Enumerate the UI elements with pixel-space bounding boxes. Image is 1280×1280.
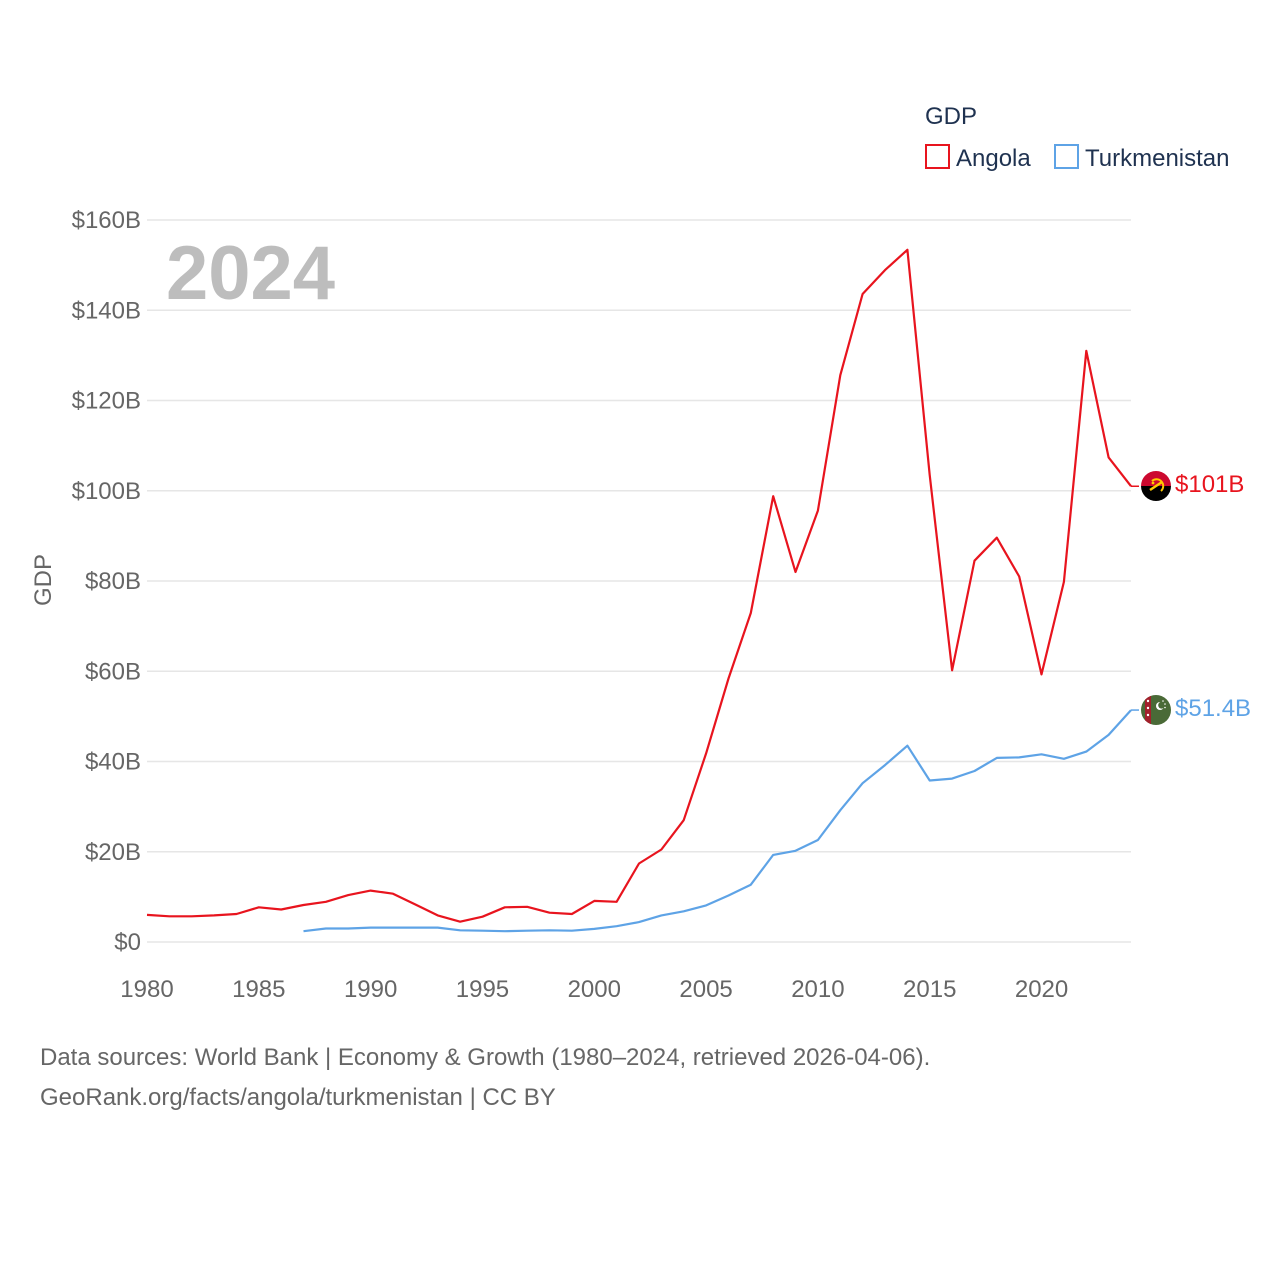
x-tick-label: 2015 — [903, 976, 956, 1003]
x-tick-label: 2020 — [1015, 976, 1068, 1003]
x-tick-label: 1995 — [456, 976, 509, 1003]
series-line-angola — [146, 248, 1132, 923]
y-tick-label: $140B — [72, 297, 141, 324]
legend: GDP Angola Turkmenistan — [925, 103, 1230, 172]
angola-flag-icon — [1141, 471, 1171, 501]
y-axis-label: GDP — [30, 554, 57, 606]
x-tick-label: 2010 — [791, 976, 844, 1003]
angola-end-value-label: $101B — [1175, 471, 1244, 498]
year-watermark: 2024 — [166, 231, 335, 316]
legend-title: GDP — [925, 103, 977, 130]
y-tick-label: $20B — [85, 839, 141, 866]
grid-lines — [147, 219, 1131, 943]
y-tick-label: $100B — [72, 478, 141, 505]
turkmenistan-end-value-label: $51.4B — [1175, 695, 1251, 722]
legend-label-turkmenistan: Turkmenistan — [1085, 145, 1230, 172]
footer-license: GeoRank.org/facts/angola/turkmenistan | … — [40, 1084, 556, 1111]
series-line-turkmenistan — [303, 709, 1132, 933]
y-tick-label: $40B — [85, 749, 141, 776]
y-axis-ticks: $0 $20B $40B $60B $80B $100B $120B $140B $160B — [72, 207, 141, 956]
y-tick-label: $0 — [114, 929, 141, 956]
footer-sources: Data sources: World Bank | Economy & Gro… — [40, 1044, 931, 1071]
y-tick-label: $60B — [85, 658, 141, 685]
x-axis-ticks: 1980 1985 1990 1995 2000 2005 2010 2015 2020 — [120, 976, 1068, 1003]
y-tick-label: $80B — [85, 568, 141, 595]
x-tick-label: 1985 — [232, 976, 285, 1003]
x-tick-label: 2000 — [568, 976, 621, 1003]
series-lines — [146, 248, 1139, 933]
turkmenistan-flag-icon — [1141, 695, 1171, 725]
x-tick-label: 1990 — [344, 976, 397, 1003]
legend-swatch-angola — [925, 144, 950, 169]
x-tick-label: 2005 — [679, 976, 732, 1003]
legend-label-angola: Angola — [956, 145, 1031, 172]
legend-swatch-turkmenistan — [1054, 144, 1079, 169]
y-tick-label: $160B — [72, 207, 141, 234]
y-tick-label: $120B — [72, 388, 141, 415]
x-tick-label: 1980 — [120, 976, 173, 1003]
